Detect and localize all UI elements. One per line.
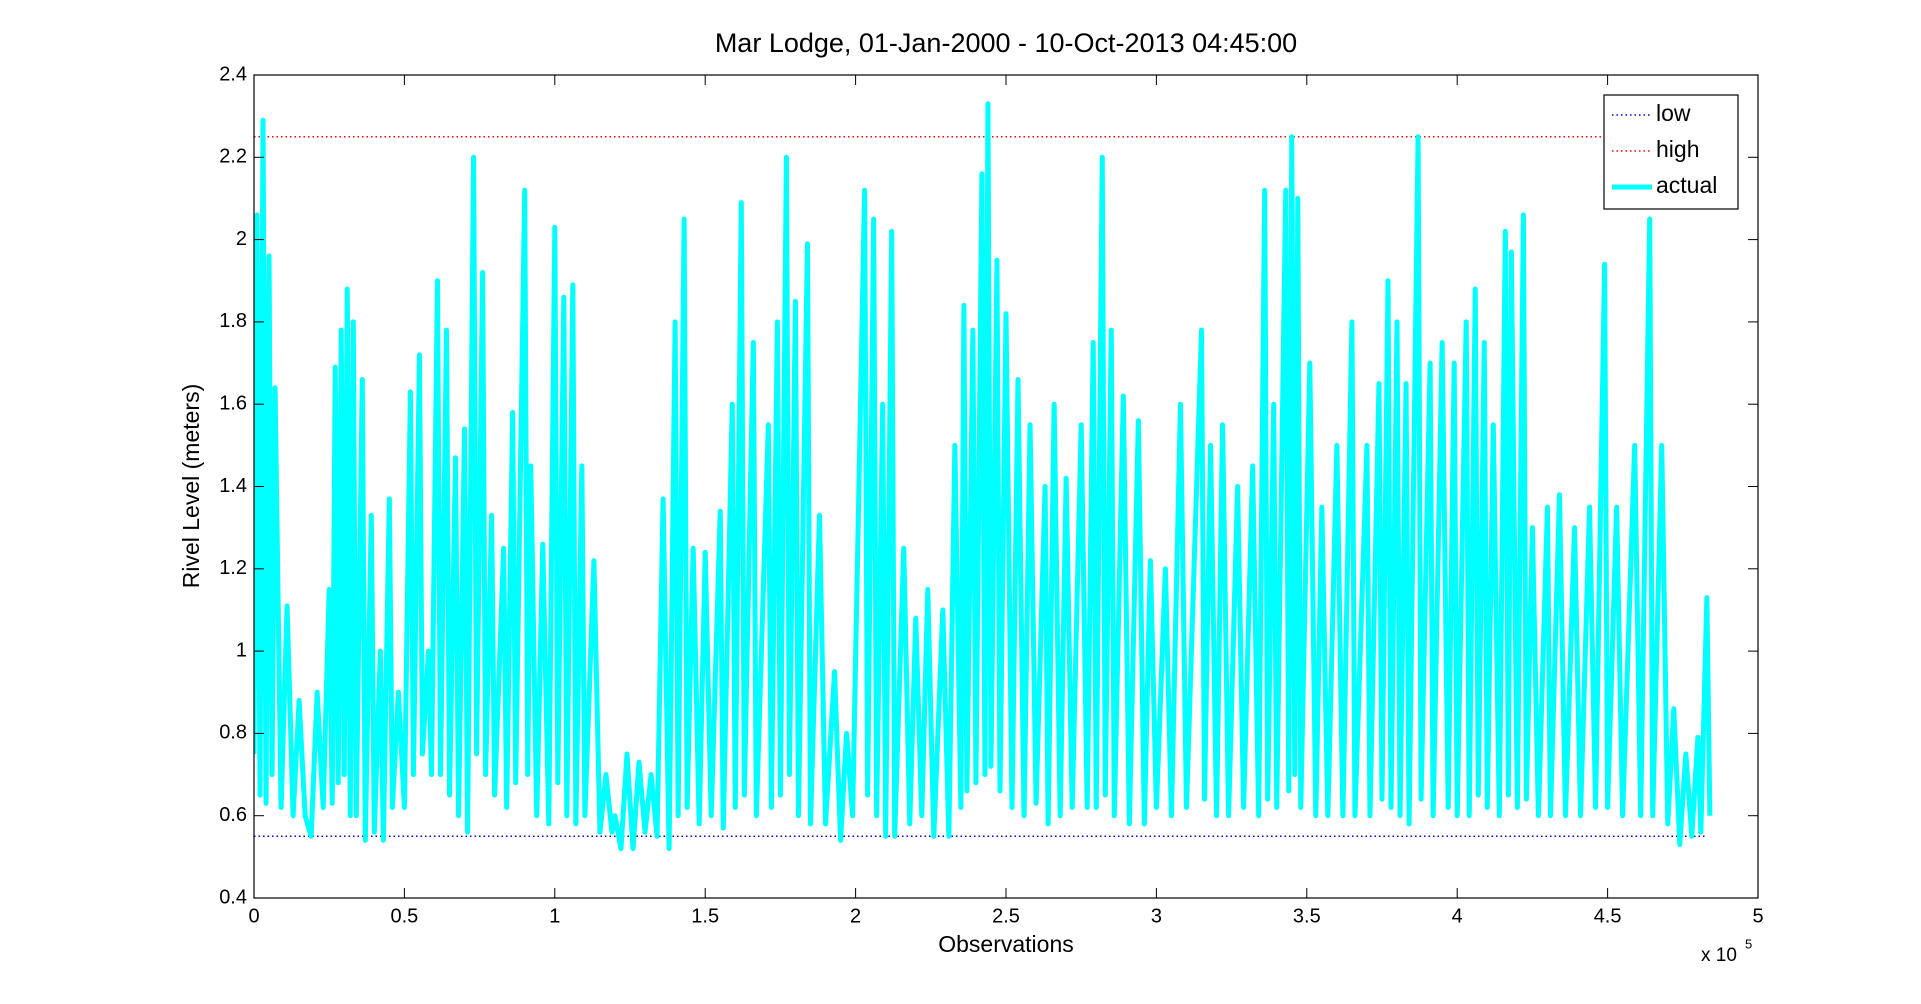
legend-label: low: [1656, 100, 1691, 126]
y-tick-label: 0.4: [219, 886, 247, 908]
y-tick-label: 1.6: [219, 392, 247, 414]
x-multiplier-base: x 10: [1701, 945, 1737, 966]
data-line: [254, 101, 1713, 852]
x-tick-label: 0: [248, 905, 259, 927]
x-tick-label: 3.5: [1293, 905, 1321, 927]
x-tick-label: 2: [850, 905, 861, 927]
x-tick-label: 5: [1752, 905, 1763, 927]
x-tick-label: 1: [549, 905, 560, 927]
y-tick-label: 2.4: [219, 63, 247, 85]
legend-label: actual: [1656, 172, 1717, 198]
x-tick-label: 2.5: [992, 905, 1020, 927]
y-tick-label: 1.8: [219, 310, 247, 332]
x-tick-label: 4.5: [1594, 905, 1622, 927]
x-tick-label: 1.5: [691, 905, 719, 927]
y-tick-label: 2: [236, 228, 247, 250]
y-tick-label: 0.8: [219, 722, 247, 744]
legend-label: high: [1656, 136, 1699, 162]
chart-title: Mar Lodge, 01-Jan-2000 - 10-Oct-2013 04:…: [715, 28, 1297, 58]
y-tick-label: 0.6: [219, 804, 247, 826]
plot-area: [254, 101, 1713, 852]
x-multiplier-exponent: 5: [1745, 936, 1752, 951]
x-tick-label: 3: [1151, 905, 1162, 927]
y-tick-label: 1.4: [219, 475, 247, 497]
x-tick-label: 0.5: [390, 905, 418, 927]
y-tick-label: 2.2: [219, 146, 247, 168]
y-axis-label: Rivel Level (meters): [178, 384, 204, 589]
y-tick-label: 1: [236, 639, 247, 661]
x-axis-label: Observations: [938, 931, 1074, 957]
x-tick-label: 4: [1452, 905, 1463, 927]
y-tick-label: 1.2: [219, 557, 247, 579]
legend-box: [1603, 94, 1739, 210]
